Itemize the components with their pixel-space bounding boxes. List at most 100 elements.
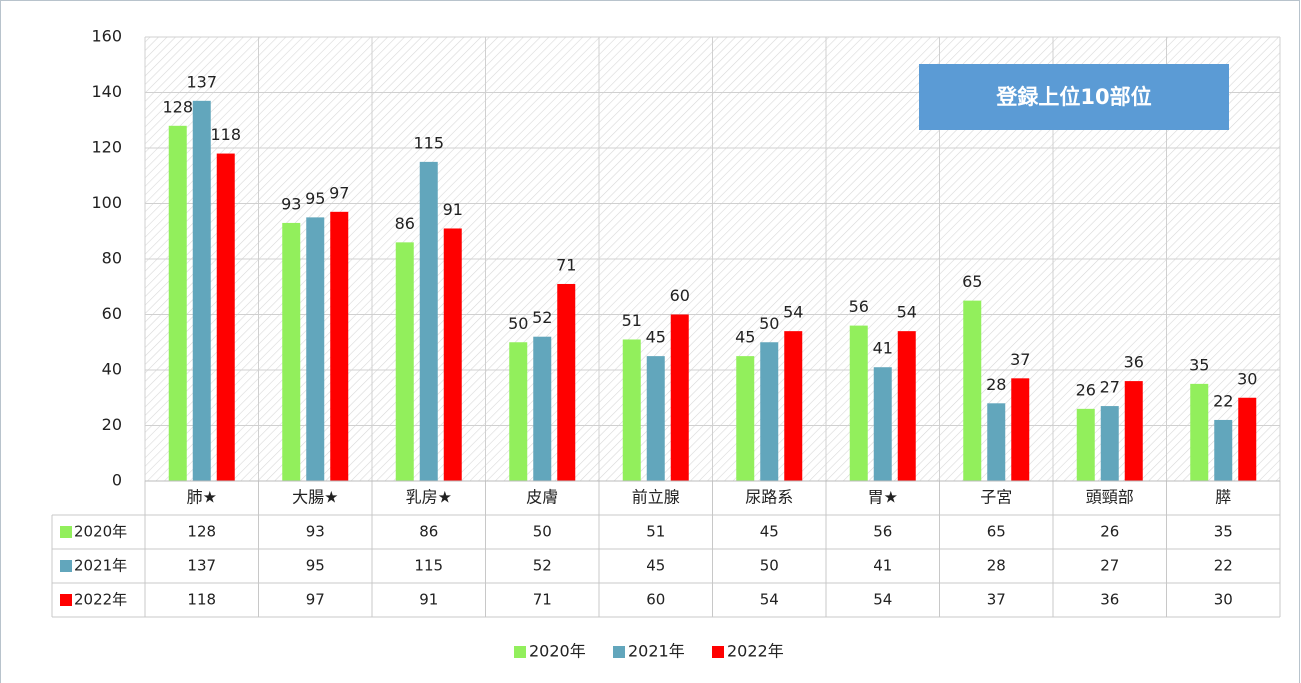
table-cell: 60 [646,591,665,609]
bar [849,325,868,481]
bar [963,300,982,481]
table-cell: 86 [419,523,438,541]
x-tick-label: 尿路系 [745,488,793,507]
table-cell: 54 [873,591,892,609]
bar [987,403,1006,481]
table-cell: 35 [1214,523,1233,541]
data-label: 51 [622,311,642,330]
table-cell: 45 [646,557,665,575]
bar [395,242,414,481]
table-cell: 115 [414,557,443,575]
data-label: 65 [962,272,982,291]
bar [646,356,665,481]
data-label: 22 [1213,391,1233,410]
data-label: 91 [443,200,463,219]
table-cell: 128 [187,523,216,541]
y-tick-label: 120 [91,138,122,157]
legend-key [514,646,526,658]
bar [670,314,689,481]
table-cell: 50 [760,557,779,575]
y-tick-label: 80 [102,249,122,268]
y-tick-label: 100 [91,193,122,212]
bar [192,100,211,481]
data-label: 137 [186,72,217,91]
bar [784,331,803,481]
data-label: 95 [305,189,325,208]
bar [873,367,892,481]
y-tick-label: 140 [91,82,122,101]
data-label: 115 [413,133,444,152]
table-cell: 91 [419,591,438,609]
table-cell: 71 [533,591,552,609]
data-label: 37 [1010,350,1030,369]
bar [1011,378,1030,481]
table-cell: 51 [646,523,665,541]
bar [509,342,528,481]
table-cell: 93 [306,523,325,541]
table-cell: 27 [1100,557,1119,575]
bar [282,222,301,482]
table-cell: 41 [873,557,892,575]
table-row-header: 2020年 [74,523,127,541]
table-cell: 50 [533,523,552,541]
data-label: 128 [162,97,193,116]
table-legend-key [60,526,72,538]
table-legend-key [60,560,72,572]
table-cell: 97 [306,591,325,609]
data-label: 41 [873,339,893,358]
bar [1100,406,1119,481]
x-tick-label: 頭頸部 [1086,488,1134,507]
legend-key [613,646,625,658]
table-cell: 54 [760,591,779,609]
data-label: 30 [1237,369,1257,388]
bar [168,125,187,482]
x-tick-label: 肺★ [187,488,217,507]
data-label: 35 [1189,355,1209,374]
data-label: 60 [670,286,690,305]
bar [557,283,576,481]
bar [306,217,325,481]
data-label: 28 [986,375,1006,394]
y-tick-label: 20 [102,415,122,434]
data-label: 97 [329,183,349,202]
data-label: 93 [281,194,301,213]
data-label: 86 [395,214,415,233]
annotation-box [919,64,1229,130]
bar [1190,383,1209,481]
bar [760,342,779,481]
bar [1076,408,1095,481]
legend-label: 2022年 [727,642,784,661]
table-cell: 65 [987,523,1006,541]
x-tick-label: 皮膚 [526,488,558,507]
table-cell: 56 [873,523,892,541]
bar [622,339,641,481]
bar [1214,419,1233,481]
data-label: 50 [508,314,528,333]
table-cell: 95 [306,557,325,575]
bar [1124,381,1143,481]
x-tick-label: 前立腺 [632,488,680,507]
table-cell: 36 [1100,591,1119,609]
bar [897,331,916,481]
table-cell: 137 [187,557,216,575]
bar [419,161,438,481]
y-tick-label: 60 [102,304,122,323]
bar [216,153,235,482]
table-cell: 118 [187,591,216,609]
bar [533,336,552,481]
data-label: 36 [1124,353,1144,372]
table-cell: 30 [1214,591,1233,609]
legend-label: 2021年 [628,642,685,661]
y-tick-label: 40 [102,360,122,379]
legend-key [712,646,724,658]
data-label: 52 [532,308,552,327]
x-tick-label: 乳房★ [406,488,452,507]
annotation: 登録上位10部位 [995,85,1151,109]
data-label: 56 [849,297,869,316]
data-label: 50 [759,314,779,333]
data-label: 45 [646,328,666,347]
y-tick-label: 0 [112,471,122,490]
table-row-header: 2021年 [74,557,127,575]
